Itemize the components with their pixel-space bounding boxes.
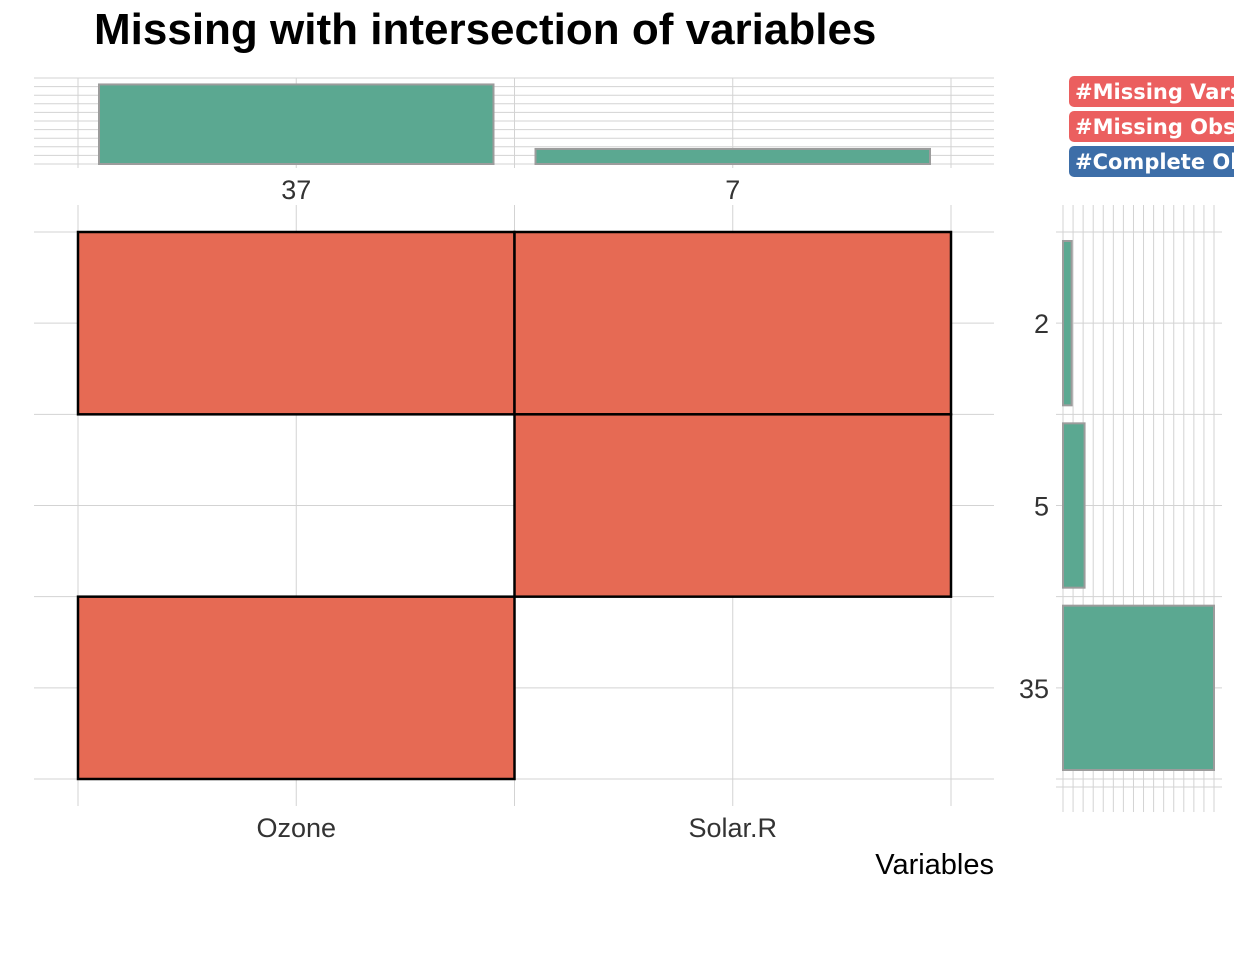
summary-badge-label: #Missing Vars: [1075,80,1248,104]
intersection-count-bar [1062,604,1215,772]
x-tick-label: Ozone [256,813,336,843]
summary-badge [1069,146,1234,177]
summary-badge [1069,76,1234,107]
variable-missing-count-label: 37 [281,175,311,205]
summary-badge-label: #Missing Obs: [1075,115,1244,139]
x-axis-title: Variables [875,849,994,881]
variable-missing-bar [534,147,931,165]
missing-cell [513,230,953,416]
intersection-count-bar-panel: 2 5 35 [1019,205,1222,812]
summary-badges: #Missing Vars: #Missing Obs: #Complete Obs [1069,76,1248,177]
intersection-count-label: 5 [1034,492,1049,522]
summary-badge-label: #Complete Obs [1075,150,1248,174]
intersection-count-label: 35 [1019,674,1049,704]
intersection-count-label: 2 [1034,309,1049,339]
summary-badge [1069,111,1234,142]
variable-missing-bar-panel: 37 7 [34,77,994,205]
missing-cell [513,413,953,598]
chart-title: Missing with intersection of variables [94,5,876,54]
intersection-count-bar [1062,422,1086,589]
intersection-count-bar [1062,240,1073,407]
variable-missing-count-label: 7 [725,175,740,205]
missing-cell [76,595,516,781]
variable-missing-bar [98,83,495,165]
missing-cell [76,230,516,416]
x-tick-label: Solar.R [688,813,777,843]
missing-matrix-panel: Ozone Solar.R [34,205,994,843]
